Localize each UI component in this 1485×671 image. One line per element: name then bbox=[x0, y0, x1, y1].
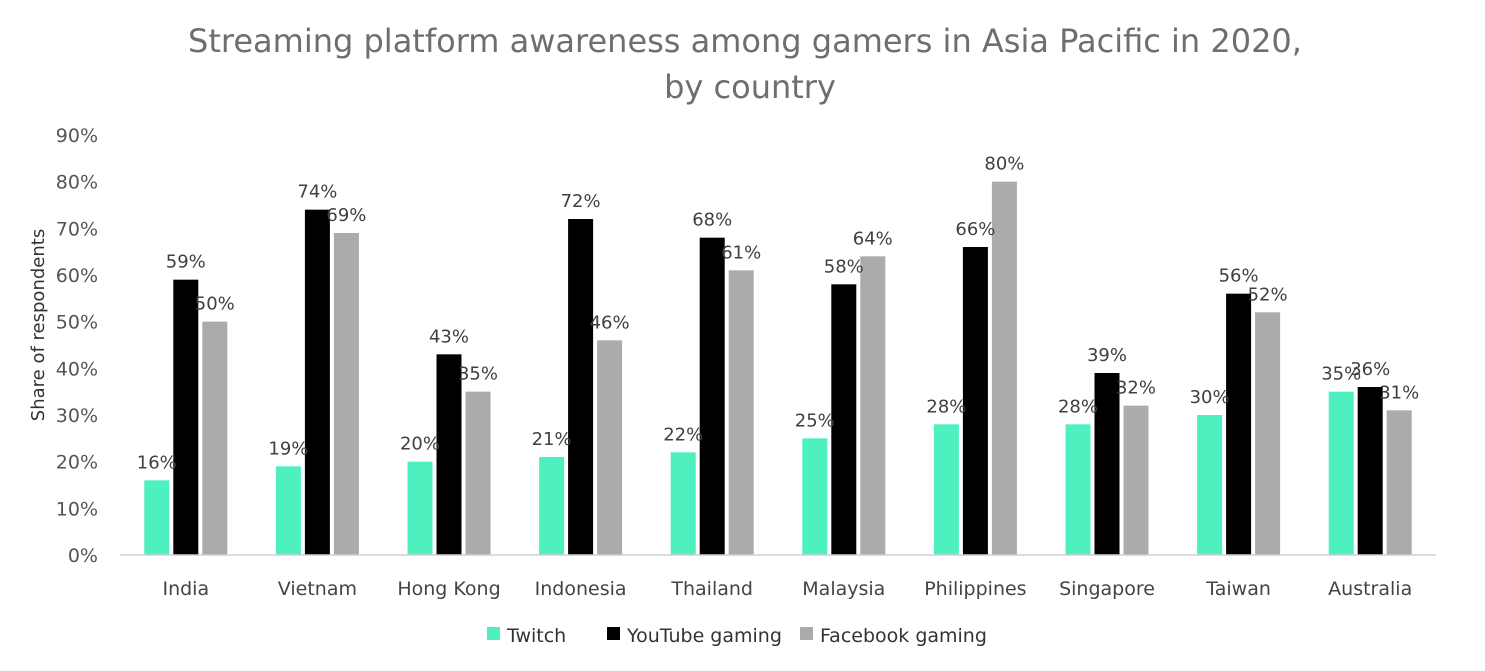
data-label: 59% bbox=[166, 252, 206, 273]
category-label: Singapore bbox=[1059, 578, 1155, 600]
bar-facebook-gaming-vietnam bbox=[333, 233, 359, 555]
data-label: 20% bbox=[400, 434, 440, 455]
bar-youtube-gaming-taiwan bbox=[1226, 293, 1252, 555]
bar-youtube-gaming-philippines bbox=[962, 247, 988, 555]
bar-twitch-thailand bbox=[670, 452, 696, 555]
data-label: 39% bbox=[1087, 345, 1127, 366]
bar-facebook-gaming-taiwan bbox=[1255, 312, 1281, 555]
y-tick-label: 20% bbox=[56, 452, 98, 474]
y-tick-label: 0% bbox=[68, 545, 98, 567]
data-label: 74% bbox=[297, 182, 337, 203]
legend-swatch bbox=[487, 627, 500, 640]
category-label: India bbox=[162, 578, 209, 600]
data-label: 30% bbox=[1190, 387, 1230, 408]
legend-label: Facebook gaming bbox=[820, 625, 987, 647]
data-label: 64% bbox=[853, 228, 893, 249]
data-label: 43% bbox=[429, 326, 469, 347]
category-label: Taiwan bbox=[1205, 578, 1271, 600]
data-label: 28% bbox=[1058, 396, 1098, 417]
bar-youtube-gaming-thailand bbox=[699, 237, 725, 555]
data-label: 16% bbox=[137, 452, 177, 473]
bar-twitch-philippines bbox=[933, 424, 959, 555]
y-tick-label: 50% bbox=[56, 312, 98, 334]
category-label: Indonesia bbox=[535, 578, 627, 600]
y-tick-label: 30% bbox=[56, 405, 98, 427]
bar-twitch-hong-kong bbox=[407, 461, 433, 555]
legend: Twitch YouTube gaming Facebook gaming bbox=[487, 625, 987, 647]
data-label: 35% bbox=[1321, 364, 1361, 385]
bar-twitch-australia bbox=[1328, 391, 1354, 555]
legend-label: YouTube gaming bbox=[626, 625, 782, 647]
y-tick-label: 80% bbox=[56, 172, 98, 194]
category-label: Vietnam bbox=[278, 578, 357, 600]
y-tick-label: 40% bbox=[56, 358, 98, 380]
data-label: 61% bbox=[721, 242, 761, 263]
bar-facebook-gaming-singapore bbox=[1123, 405, 1149, 555]
data-label: 19% bbox=[268, 438, 308, 459]
bar-youtube-gaming-australia bbox=[1357, 387, 1383, 555]
y-tick-label: 10% bbox=[56, 498, 98, 520]
category-label: Thailand bbox=[670, 578, 753, 600]
bar-youtube-gaming-hong-kong bbox=[436, 354, 462, 555]
bar-twitch-india bbox=[144, 480, 170, 555]
bar-facebook-gaming-indonesia bbox=[597, 340, 623, 555]
bar-twitch-malaysia bbox=[802, 438, 828, 555]
bar-facebook-gaming-thailand bbox=[728, 270, 754, 555]
bar-twitch-singapore bbox=[1065, 424, 1091, 555]
bar-facebook-gaming-philippines bbox=[991, 181, 1017, 555]
data-label: 72% bbox=[561, 191, 601, 212]
chart-title-line-1: Streaming platform awareness among gamer… bbox=[188, 22, 1302, 60]
bar-facebook-gaming-india bbox=[202, 321, 228, 555]
data-labels: 16% 59% 50% 19% 74%69% 20% 43% 35% 21% 72% 46% 22% 6… bbox=[137, 154, 1419, 474]
category-labels: India Vietnam Hong Kong Indonesia Thailand Ma… bbox=[162, 578, 1412, 600]
data-label: 68% bbox=[692, 210, 732, 231]
bar-youtube-gaming-malaysia bbox=[831, 284, 857, 555]
data-label: 52% bbox=[1248, 284, 1288, 305]
chart-title-line-2: by country bbox=[664, 68, 836, 106]
bar-twitch-taiwan bbox=[1197, 415, 1223, 555]
legend-label: Twitch bbox=[506, 625, 566, 647]
y-tick-label: 70% bbox=[56, 218, 98, 240]
y-tick-label: 60% bbox=[56, 265, 98, 287]
data-label: 25% bbox=[795, 410, 835, 431]
data-label: 32% bbox=[1116, 378, 1156, 399]
legend-swatch bbox=[800, 627, 813, 640]
data-label: 66% bbox=[955, 219, 995, 240]
category-label: Australia bbox=[1328, 578, 1412, 600]
bar-youtube-gaming-vietnam bbox=[304, 209, 330, 555]
y-tick-labels: 0% 10% 20% 30% 40% 50% 60% 70% 80% 90% bbox=[56, 125, 98, 567]
data-label: 69% bbox=[326, 205, 366, 226]
bar-facebook-gaming-hong-kong bbox=[465, 391, 491, 555]
category-label: Hong Kong bbox=[397, 578, 500, 600]
data-label: 21% bbox=[532, 429, 572, 450]
data-label: 36% bbox=[1350, 359, 1390, 380]
data-label: 56% bbox=[1219, 266, 1259, 287]
y-axis-label: Share of respondents bbox=[28, 229, 49, 421]
data-label: 28% bbox=[926, 396, 966, 417]
data-label: 58% bbox=[824, 256, 864, 277]
data-label: 50% bbox=[195, 294, 235, 315]
y-tick-label: 90% bbox=[56, 125, 98, 147]
data-label: 46% bbox=[590, 312, 630, 333]
bar-youtube-gaming-india bbox=[173, 279, 199, 555]
data-label: 35% bbox=[458, 364, 498, 385]
bars bbox=[144, 181, 1412, 555]
bar-twitch-indonesia bbox=[539, 457, 565, 555]
bar-facebook-gaming-malaysia bbox=[860, 256, 886, 555]
bar-facebook-gaming-australia bbox=[1386, 410, 1412, 555]
bar-youtube-gaming-indonesia bbox=[568, 219, 594, 555]
data-label: 22% bbox=[663, 424, 703, 445]
bar-twitch-vietnam bbox=[275, 466, 301, 555]
bar-youtube-gaming-singapore bbox=[1094, 373, 1120, 555]
category-label: Philippines bbox=[924, 578, 1026, 600]
data-label: 80% bbox=[984, 154, 1024, 175]
category-label: Malaysia bbox=[802, 578, 885, 600]
legend-swatch bbox=[607, 627, 620, 640]
data-label: 31% bbox=[1379, 382, 1419, 403]
